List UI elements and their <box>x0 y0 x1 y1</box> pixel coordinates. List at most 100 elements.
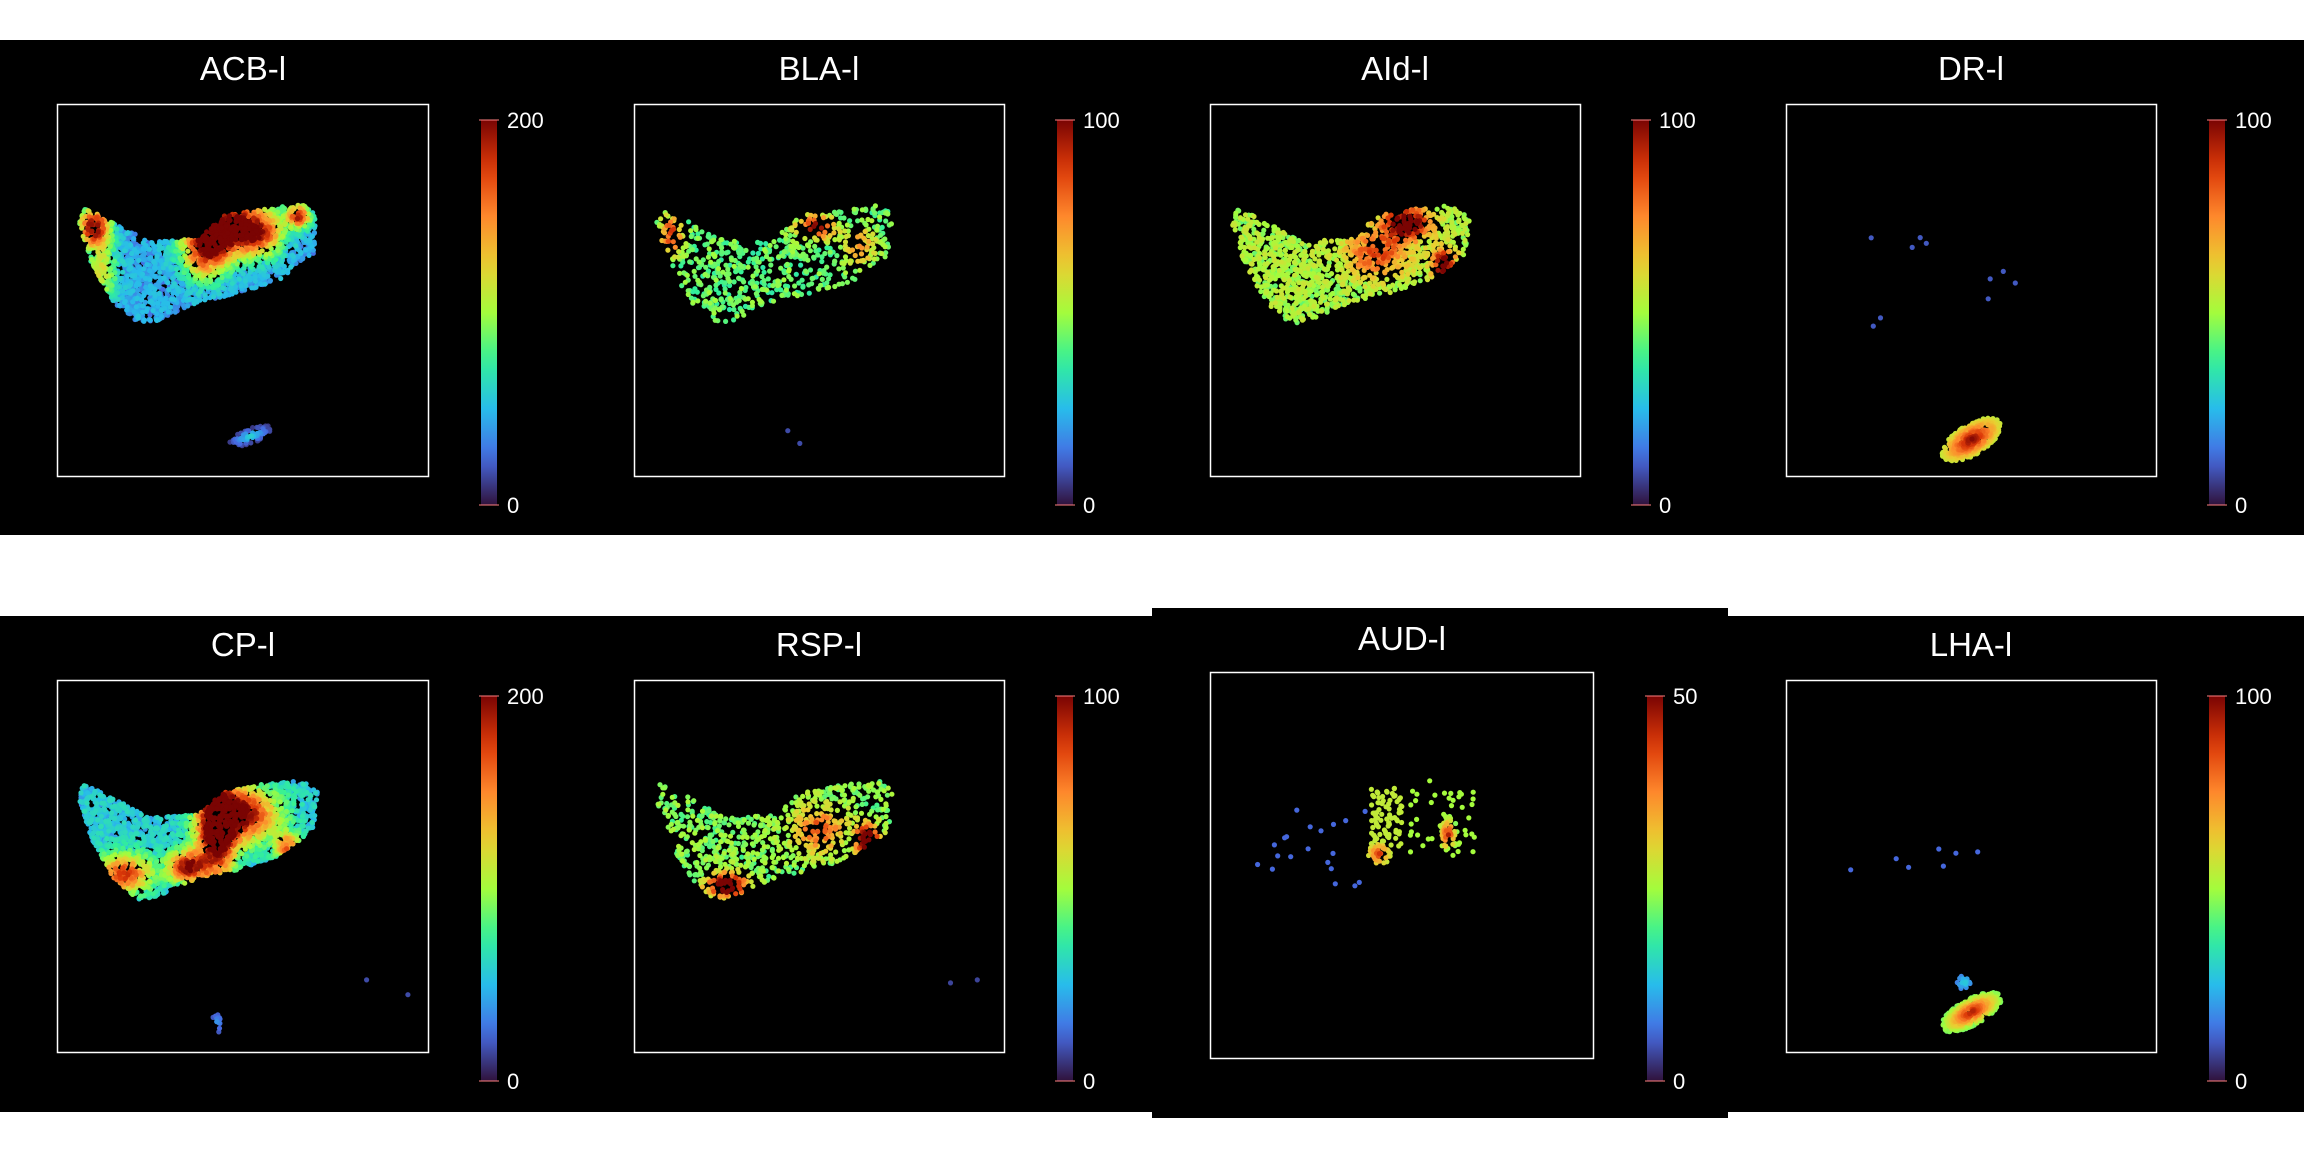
scatter-point <box>1361 294 1366 299</box>
scatter-point <box>253 279 258 284</box>
scatter-point <box>865 255 870 260</box>
scatter-point <box>707 301 712 306</box>
scatter-point <box>843 254 848 259</box>
scatter-point <box>667 223 672 228</box>
scatter-point <box>1255 283 1260 288</box>
scatter-point <box>1408 216 1413 221</box>
scatter-point <box>162 300 167 305</box>
scatter-point <box>1252 276 1257 281</box>
scatter-point <box>1388 290 1393 295</box>
scatter-point <box>1344 245 1349 250</box>
scatter-point <box>1279 243 1284 248</box>
scatter-point <box>1362 284 1367 289</box>
scatter-point <box>1338 275 1343 280</box>
scatter-point <box>163 261 168 266</box>
scatter-point <box>1332 246 1337 251</box>
scatter-point <box>150 285 155 290</box>
scatter-point <box>767 269 772 274</box>
scatter-point <box>185 303 190 308</box>
scatter-point <box>145 262 150 267</box>
scatter-point <box>99 278 104 283</box>
scatter-point <box>1277 249 1282 254</box>
scatter-point <box>853 253 858 258</box>
scatter-point <box>1245 217 1250 222</box>
scatter-point <box>1434 236 1439 241</box>
scatter-point <box>781 277 786 282</box>
scatter-point <box>209 226 214 231</box>
scatter-point <box>1402 254 1407 259</box>
scatter-point <box>718 297 723 302</box>
scatter-point <box>837 221 842 226</box>
scatter-point <box>1272 224 1277 229</box>
scatter-point <box>848 261 853 266</box>
scatter-point <box>136 258 141 263</box>
scatter-point <box>1346 298 1351 303</box>
scatter-point <box>140 272 145 277</box>
scatter-point <box>1344 273 1349 278</box>
scatter-point <box>262 207 267 212</box>
scatter-point <box>307 238 312 243</box>
scatter-point <box>1371 253 1376 258</box>
scatter-point <box>228 226 233 231</box>
scatter-point <box>1428 219 1433 224</box>
scatter-point <box>695 236 700 241</box>
scatter-point <box>1322 279 1327 284</box>
scatter-point <box>1369 221 1374 226</box>
scatter-point <box>768 243 773 248</box>
scatter-point <box>249 285 254 290</box>
scatter-point <box>1306 243 1311 248</box>
scatter-point <box>169 297 174 302</box>
scatter-point <box>1311 263 1316 268</box>
scatter-point <box>1292 250 1297 255</box>
scatter-point <box>291 254 296 259</box>
scatter-point <box>281 269 286 274</box>
scatter-point <box>754 291 759 296</box>
scatter-point <box>723 290 728 295</box>
scatter-point <box>843 270 848 275</box>
scatter-point <box>1380 236 1385 241</box>
scatter-point <box>1355 275 1360 280</box>
scatter-point <box>1322 238 1327 243</box>
scatter-point <box>1319 289 1324 294</box>
scatter-point <box>797 441 802 446</box>
bla-l-plot <box>634 104 1005 477</box>
scatter-point <box>1393 287 1398 292</box>
scatter-point <box>1986 296 1991 301</box>
scatter-point <box>1307 312 1312 317</box>
scatter-point <box>771 299 776 304</box>
scatter-point <box>227 218 232 223</box>
scatter-point <box>1392 238 1397 243</box>
scatter-point <box>1238 215 1243 220</box>
scatter-point <box>1463 221 1468 226</box>
scatter-point <box>1328 296 1333 301</box>
scatter-point <box>677 227 682 232</box>
scatter-point <box>1257 256 1262 261</box>
scatter-point <box>697 260 702 265</box>
scatter-point <box>1268 252 1273 257</box>
scatter-point <box>143 276 148 281</box>
scatter-point <box>729 257 734 262</box>
scatter-point <box>1351 298 1356 303</box>
scatter-point <box>273 257 278 262</box>
scatter-point <box>678 235 683 240</box>
scatter-point <box>1376 252 1381 257</box>
scatter-point <box>118 276 123 281</box>
scatter-point <box>1453 210 1458 215</box>
scatter-point <box>1283 248 1288 253</box>
scatter-point <box>127 261 132 266</box>
scatter-point <box>1397 282 1402 287</box>
bla-l-colorbar <box>1055 120 1077 505</box>
scatter-point <box>256 235 261 240</box>
scatter-point <box>1290 306 1295 311</box>
acb-l-colorbar <box>479 120 501 505</box>
scatter-point <box>95 223 100 228</box>
scatter-point <box>189 266 194 271</box>
scatter-point <box>1314 292 1319 297</box>
scatter-point <box>683 280 688 285</box>
scatter-point <box>1303 289 1308 294</box>
dr-l-plot <box>1786 104 2157 477</box>
scatter-point <box>1441 216 1446 221</box>
scatter-point <box>821 215 826 220</box>
scatter-point <box>233 237 238 242</box>
scatter-point <box>164 257 169 262</box>
